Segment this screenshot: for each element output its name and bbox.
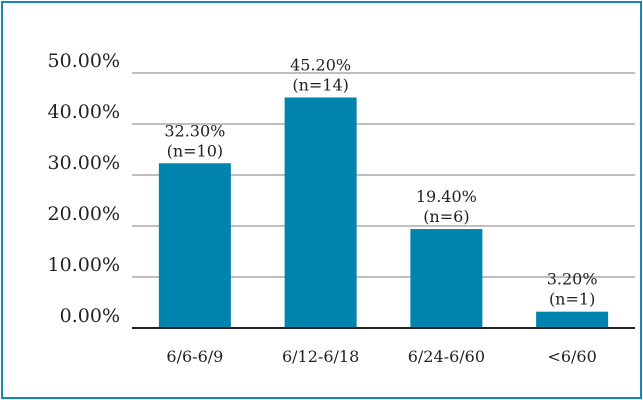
data-label: 19.40% <box>416 187 477 206</box>
bar <box>284 97 357 328</box>
data-label: 45.20% <box>290 55 351 74</box>
data-label: 3.20% <box>547 270 598 289</box>
y-tick-label: 10.00% <box>48 254 120 276</box>
bar-chart: 0.00% 10.00% 20.00% 30.00% 40.00% 50.00% 32.30… <box>48 50 635 366</box>
x-tick-label: 6/12-6/18 <box>282 347 359 366</box>
bar <box>158 163 231 328</box>
count-label: (n=1) <box>549 290 595 309</box>
count-label: (n=14) <box>292 75 349 94</box>
count-label: (n=10) <box>167 141 224 160</box>
y-tick-label: 0.00% <box>60 305 120 327</box>
y-tick-label: 40.00% <box>48 101 120 123</box>
x-tick-label: 6/6-6/9 <box>166 347 223 366</box>
y-tick-label: 20.00% <box>48 203 120 225</box>
bar <box>536 311 609 328</box>
bar <box>410 229 483 328</box>
data-label: 32.30% <box>164 121 225 140</box>
x-tick-label: <6/60 <box>547 347 596 366</box>
y-tick-label: 50.00% <box>48 50 120 72</box>
x-tick-label: 6/24-6/60 <box>408 347 485 366</box>
count-label: (n=6) <box>423 207 469 226</box>
y-tick-label: 30.00% <box>48 152 120 174</box>
